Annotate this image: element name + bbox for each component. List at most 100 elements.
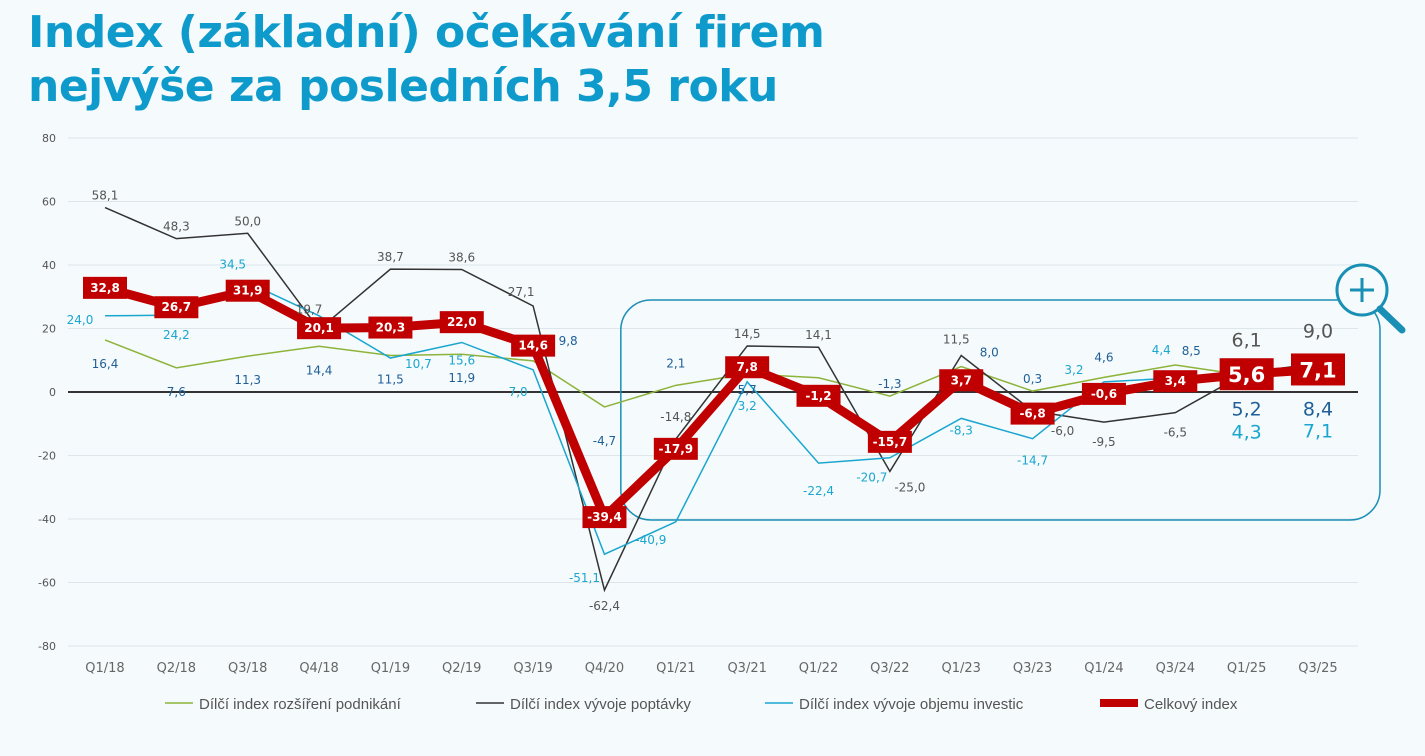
data-label: 11,5: [943, 332, 970, 346]
legend-label: Dílčí index vývoje objemu investic: [799, 696, 1024, 713]
data-label: -0,6: [1091, 387, 1117, 401]
x-tick-label: Q1/21: [656, 661, 695, 676]
data-label: 48,3: [163, 220, 190, 234]
data-label: -62,4: [589, 599, 620, 613]
title-line-1: Index (základní) očekávání firem: [28, 7, 825, 58]
data-label: 20,3: [376, 321, 406, 335]
y-tick-label: -20: [38, 450, 56, 463]
data-label: 5,2: [1232, 398, 1262, 420]
data-label: 16,4: [92, 357, 119, 371]
data-label: -14,8: [660, 410, 691, 424]
data-marker: [1291, 353, 1345, 386]
data-label: 7,1: [1303, 420, 1333, 442]
x-tick-label: Q3/24: [1156, 661, 1195, 676]
series-line: [104, 206, 1319, 593]
y-tick-label: 40: [42, 259, 56, 272]
data-marker: [154, 296, 199, 319]
data-label: 0,3: [1023, 372, 1042, 386]
data-label: 7,0: [509, 385, 528, 399]
series-line: [104, 339, 1319, 408]
y-tick-label: 0: [49, 386, 56, 399]
data-label: 15,6: [448, 353, 475, 367]
x-tick-label: Q2/19: [442, 661, 481, 676]
x-tick-label: Q3/19: [513, 661, 552, 676]
data-marker: [439, 311, 484, 334]
data-label: 8,5: [1182, 344, 1201, 358]
data-marker: [653, 437, 698, 460]
data-marker: [83, 276, 127, 299]
data-label: -6,5: [1164, 426, 1187, 440]
x-tick-label: Q4/18: [299, 661, 338, 676]
data-marker: [1219, 358, 1274, 391]
data-marker: [939, 369, 984, 392]
title-line-2: nejvýše za posledních 3,5 roku: [28, 61, 778, 112]
data-label: 34,5: [219, 257, 246, 271]
data-label: 4,6: [1094, 350, 1113, 364]
data-marker: [368, 316, 413, 339]
data-label: 3,4: [1165, 374, 1186, 388]
data-marker: [297, 317, 342, 340]
data-label: 14,4: [306, 363, 333, 377]
data-label: 38,6: [448, 250, 475, 264]
data-label: 14,1: [805, 328, 832, 342]
series-line: [104, 281, 1319, 556]
series-line: [103, 283, 1319, 525]
data-marker: [1081, 382, 1126, 405]
data-label: 6,1: [1232, 330, 1262, 352]
y-tick-label: 80: [42, 132, 56, 145]
x-tick-label: Q3/25: [1298, 661, 1337, 676]
data-label: -22,4: [803, 484, 834, 498]
highlight-box: [620, 299, 1381, 521]
data-label: 7,6: [167, 385, 186, 399]
page-title: Index (základní) očekávání firem nejvýše …: [28, 6, 825, 114]
data-label: -15,7: [873, 435, 908, 449]
x-tick-label: Q3/21: [727, 661, 766, 676]
data-label: 24,0: [67, 313, 94, 327]
data-label: -17,9: [659, 442, 694, 456]
data-label: 20,1: [304, 321, 334, 335]
data-label: 9,0: [1303, 320, 1333, 342]
x-tick-label: Q1/22: [799, 661, 838, 676]
data-label: 10,7: [405, 357, 432, 371]
x-tick-label: Q2/18: [157, 661, 196, 676]
data-label: 27,1: [508, 285, 535, 299]
x-tick-label: Q3/22: [870, 661, 909, 676]
data-marker: [867, 430, 912, 453]
x-tick-label: Q3/23: [1013, 661, 1052, 676]
x-tick-label: Q1/19: [371, 661, 410, 676]
data-label: 32,8: [90, 281, 120, 295]
data-label: -14,7: [1017, 454, 1048, 468]
data-label: -6,0: [1051, 424, 1074, 438]
magnifier-handle: [1376, 305, 1406, 334]
data-label: 19,7: [296, 302, 323, 316]
data-label: 4,3: [1232, 421, 1262, 443]
data-label: 4,4: [1152, 343, 1171, 357]
data-label: 26,7: [162, 300, 192, 314]
data-label: 11,9: [448, 371, 475, 385]
data-label: 3,7: [951, 373, 972, 387]
data-label: 5,7: [738, 383, 757, 397]
data-label: -39,4: [587, 510, 622, 524]
data-label: -8,3: [950, 423, 973, 437]
data-label: 3,2: [1064, 363, 1083, 377]
data-label: 9,8: [559, 334, 578, 348]
data-label: -1,3: [878, 377, 901, 391]
x-tick-label: Q3/18: [228, 661, 267, 676]
data-marker: [225, 279, 270, 302]
data-label: -1,2: [805, 389, 831, 403]
data-label: 58,1: [92, 189, 119, 203]
y-tick-label: -40: [38, 513, 56, 526]
data-marker: [511, 334, 556, 357]
y-tick-label: 60: [42, 196, 56, 209]
data-label: 31,9: [233, 284, 263, 298]
data-label: 5,6: [1228, 363, 1265, 387]
data-label: -6,8: [1019, 407, 1045, 421]
data-label: 22,0: [447, 315, 477, 329]
data-label: 24,2: [163, 328, 190, 342]
data-marker: [725, 356, 770, 379]
x-tick-label: Q1/24: [1084, 661, 1123, 676]
data-label: 14,5: [734, 327, 761, 341]
data-label: -25,0: [894, 480, 925, 494]
data-label: 8,4: [1303, 398, 1333, 420]
